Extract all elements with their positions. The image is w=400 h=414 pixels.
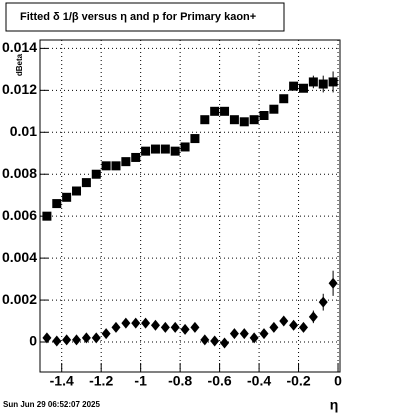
marker: [42, 332, 52, 344]
y-tick-label: 0.012: [2, 81, 37, 97]
marker: [298, 321, 308, 333]
marker: [279, 315, 289, 327]
marker: [249, 115, 259, 125]
marker: [200, 115, 210, 125]
y-tick-label: 0.006: [2, 207, 37, 223]
x-tick-label: -1.2: [89, 373, 113, 389]
chart-title: Fitted δ 1/β versus η and p for Primary …: [20, 11, 256, 23]
marker: [200, 334, 210, 346]
marker: [269, 321, 279, 333]
marker: [180, 323, 190, 335]
marker: [249, 332, 259, 344]
marker: [141, 317, 151, 329]
marker: [328, 277, 338, 289]
y-tick-label: 0.008: [2, 165, 37, 181]
marker: [190, 321, 200, 333]
marker: [269, 104, 279, 114]
marker: [239, 328, 249, 340]
x-tick-label: -0.8: [168, 373, 192, 389]
marker: [220, 106, 230, 116]
marker: [72, 334, 82, 346]
marker: [121, 157, 131, 167]
y-tick-label: 0.014: [2, 39, 37, 55]
marker: [328, 77, 338, 87]
timestamp: Sun Jun 29 06:52:07 2025: [3, 400, 100, 409]
marker: [279, 94, 289, 104]
x-tick-label: -1.4: [50, 373, 74, 389]
marker: [298, 83, 308, 93]
marker: [111, 321, 121, 333]
marker: [318, 79, 328, 89]
marker: [42, 211, 52, 221]
marker: [150, 319, 160, 331]
x-tick-label: -0.6: [208, 373, 232, 389]
marker: [101, 161, 111, 171]
marker: [91, 332, 101, 344]
marker: [101, 328, 111, 340]
marker: [52, 335, 62, 347]
marker: [229, 115, 239, 125]
y-tick-label: 0.004: [2, 249, 37, 265]
title-box: [5, 2, 285, 32]
y-tick-label: 0.002: [2, 291, 37, 307]
y-tick-label: 0: [29, 333, 37, 349]
marker: [308, 311, 318, 323]
marker: [131, 152, 141, 162]
marker: [210, 335, 220, 347]
marker: [52, 199, 62, 209]
marker: [180, 142, 190, 152]
marker: [62, 334, 72, 346]
marker: [259, 328, 269, 340]
marker: [229, 328, 239, 340]
y-tick-label: 0.01: [10, 123, 37, 139]
marker: [239, 117, 249, 127]
marker: [170, 321, 180, 333]
marker: [111, 161, 121, 171]
marker: [150, 144, 160, 154]
marker: [220, 337, 230, 349]
marker: [289, 319, 299, 331]
marker: [318, 296, 328, 308]
x-axis-label: η: [330, 397, 339, 413]
marker: [308, 77, 318, 87]
marker: [72, 186, 82, 196]
marker: [81, 178, 91, 188]
marker: [160, 144, 170, 154]
marker: [289, 81, 299, 91]
marker: [170, 146, 180, 156]
marker: [91, 169, 101, 179]
x-tick-label: -1: [134, 373, 147, 389]
marker: [131, 317, 141, 329]
plot-frame: [39, 39, 341, 373]
marker: [190, 134, 200, 144]
marker: [81, 332, 91, 344]
y-axis-label: dBeta: [15, 53, 24, 76]
marker: [121, 317, 131, 329]
x-tick-label: 0: [334, 373, 342, 389]
marker: [141, 146, 151, 156]
x-tick-label: -0.4: [247, 373, 271, 389]
marker: [210, 106, 220, 116]
marker: [160, 321, 170, 333]
x-tick-label: -0.2: [286, 373, 310, 389]
marker: [259, 111, 269, 121]
marker: [62, 192, 72, 202]
